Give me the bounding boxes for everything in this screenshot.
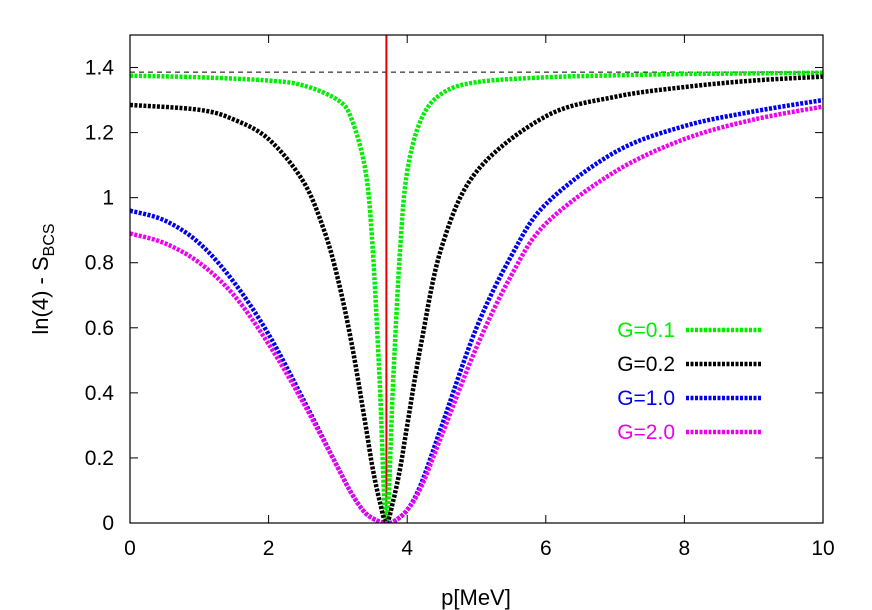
x-tick-label: 4: [401, 537, 413, 560]
legend-label: G=0.2: [617, 353, 675, 376]
series-line-0: [130, 70, 823, 523]
plot-area-frame: [129, 34, 824, 524]
x-tick-label: 2: [263, 537, 275, 560]
series-line-1: [130, 74, 823, 523]
y-tick-label: 1: [102, 187, 114, 210]
series-line-3: [130, 104, 823, 523]
y-axis-title: ln(4) - SBCS: [28, 223, 58, 334]
y-tick-label: 0.8: [85, 252, 114, 275]
y-tick-label: 1.4: [85, 57, 115, 80]
y-tick-label: 1.2: [85, 122, 114, 145]
y-tick-label: 0.4: [85, 382, 115, 405]
x-tick-label: 6: [540, 537, 552, 560]
y-tick-label: 0.2: [85, 447, 114, 470]
y-tick-label: 0: [102, 512, 114, 535]
x-tick-label: 10: [811, 537, 834, 560]
legend: G=0.1 G=0.2 G=1.0 G=2.0: [617, 319, 762, 444]
legend-label: G=2.0: [617, 421, 675, 444]
x-tick-label: 0: [124, 537, 136, 560]
y-tick-label: 0.6: [85, 317, 114, 340]
series-line-2: [130, 97, 823, 523]
legend-label: G=1.0: [617, 387, 675, 410]
x-tick-label: 8: [679, 537, 691, 560]
x-axis-title: p[MeV]: [441, 585, 511, 610]
legend-label: G=0.1: [617, 319, 675, 342]
